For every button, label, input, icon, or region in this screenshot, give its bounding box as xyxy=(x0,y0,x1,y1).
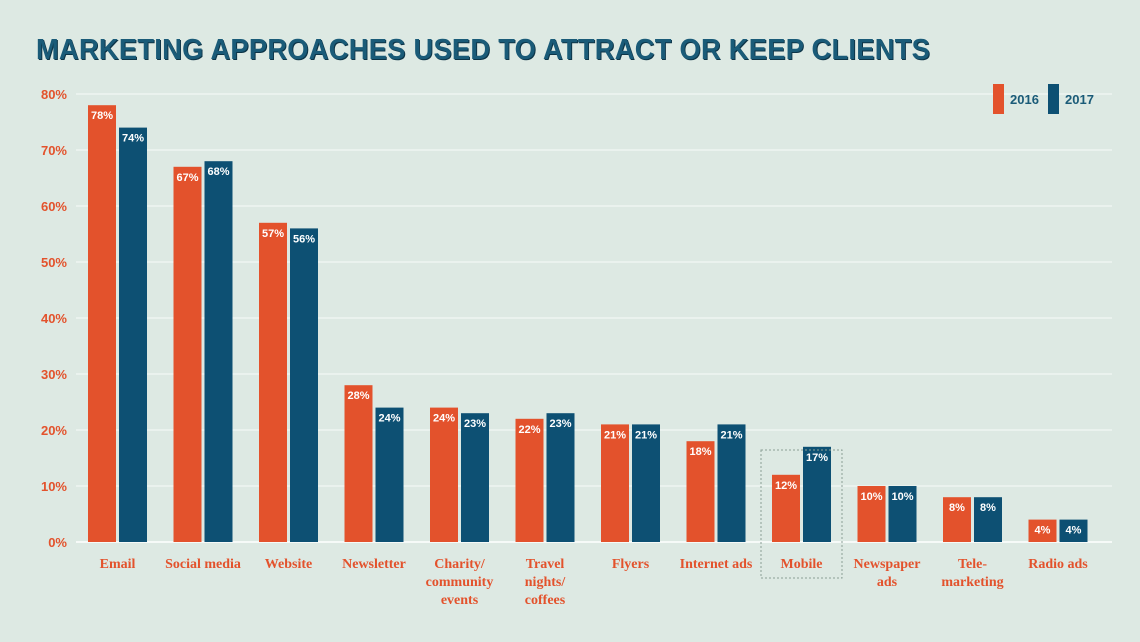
bar-2016-radio-ads xyxy=(1028,519,1057,542)
data-label: 17% xyxy=(806,452,828,464)
bar-2016-newspaper-ads xyxy=(857,486,886,542)
x-category-label: Internet ads xyxy=(680,557,753,572)
bar-2016-website xyxy=(259,222,287,543)
data-label: 57% xyxy=(262,228,284,240)
x-category-label: nights/ xyxy=(525,575,567,590)
data-label: 21% xyxy=(635,429,657,441)
y-tick-label: 20% xyxy=(41,423,67,438)
data-label: 21% xyxy=(604,429,626,441)
x-category-label: Radio ads xyxy=(1028,557,1088,572)
x-category-label: Newsletter xyxy=(342,557,406,572)
legend-swatch-2016 xyxy=(993,84,1004,114)
x-category-label: community xyxy=(426,575,494,590)
data-label: 23% xyxy=(549,418,571,430)
data-label: 67% xyxy=(176,172,198,184)
data-label: 10% xyxy=(891,491,913,503)
x-category-label: Charity/ xyxy=(434,557,486,572)
x-axis-categories: Email Social media Website Newsletter Charit… xyxy=(100,449,1088,608)
y-tick-label: 80% xyxy=(41,87,67,102)
legend-label-2017: 2017 xyxy=(1065,92,1094,107)
data-label: 22% xyxy=(518,424,540,436)
data-label: 78% xyxy=(91,110,113,122)
x-category-label: events xyxy=(441,593,479,608)
bar-2017-social-media xyxy=(204,161,233,542)
x-category-label: Newspaper xyxy=(854,557,921,572)
x-category-label: Website xyxy=(265,557,312,572)
highlight-box xyxy=(760,449,843,579)
data-label: 8% xyxy=(980,502,996,514)
legend: 2016 2017 xyxy=(993,84,1094,114)
bar-2017-website xyxy=(290,228,318,542)
y-tick-label: 10% xyxy=(41,479,67,494)
bar-2016-social-media xyxy=(173,166,202,543)
data-label: 10% xyxy=(860,491,882,503)
y-tick-label: 0% xyxy=(48,535,67,550)
data-label: 23% xyxy=(464,418,486,430)
bar-2016-newsletter xyxy=(344,385,373,542)
gridlines xyxy=(76,93,1112,543)
data-label: 28% xyxy=(347,390,369,402)
bar-2017-flyers xyxy=(632,424,660,542)
y-axis-ticks: 0% 10% 20% 30% 40% 50% 60% 70% 80% xyxy=(41,87,67,550)
x-category-label: coffees xyxy=(525,593,566,608)
bar-2017-travel-nights-coffees xyxy=(546,413,575,542)
bar-2016-email xyxy=(88,105,116,542)
bar-2017-email xyxy=(119,127,147,542)
x-category-label: Social media xyxy=(165,557,241,572)
bar-2017-mobile xyxy=(803,446,831,542)
data-label: 68% xyxy=(207,166,229,178)
bar-2017-newspaper-ads xyxy=(888,486,917,542)
chart-title: MARKETING APPROACHES USED TO ATTRACT OR … xyxy=(36,34,931,66)
bar-2016-mobile xyxy=(772,474,800,542)
x-category-label: Tele- xyxy=(958,557,987,572)
bar-2017-tele-marketing xyxy=(974,497,1002,542)
x-category-label: Travel xyxy=(526,557,565,572)
data-label: 12% xyxy=(775,480,797,492)
data-label: 4% xyxy=(1066,525,1082,537)
bar-2017-newsletter xyxy=(375,407,404,542)
y-tick-label: 30% xyxy=(41,367,67,382)
bar-2016-flyers xyxy=(601,424,629,542)
bar-2016-internet-ads xyxy=(686,441,715,542)
y-tick-label: 50% xyxy=(41,255,67,270)
y-tick-label: 40% xyxy=(41,311,67,326)
x-category-label: Flyers xyxy=(612,557,650,572)
y-tick-label: 60% xyxy=(41,199,67,214)
x-category-label: marketing xyxy=(941,575,1003,590)
x-category-label: ads xyxy=(877,575,898,590)
bar-2017-charity-community-events xyxy=(461,413,489,542)
data-label: 24% xyxy=(433,413,455,425)
data-label: 56% xyxy=(293,233,315,245)
bar-2017-radio-ads xyxy=(1059,519,1088,542)
y-tick-label: 70% xyxy=(41,143,67,158)
x-category-label: Mobile xyxy=(781,557,823,572)
data-label: 21% xyxy=(720,429,742,441)
data-label: 18% xyxy=(689,446,711,458)
bar-2017-internet-ads xyxy=(717,424,746,542)
data-labels: 78% 74% 67% 68% 57% 56% 28% 24% 24% 23% 22% 23% 21% 2… xyxy=(91,110,1082,536)
data-label: 4% xyxy=(1035,525,1051,537)
data-label: 24% xyxy=(378,413,400,425)
legend-label-2016: 2016 xyxy=(1010,92,1039,107)
bars xyxy=(88,105,1088,543)
bar-2016-charity-community-events xyxy=(430,407,458,542)
data-label: 74% xyxy=(122,133,144,145)
x-category-label: Email xyxy=(100,557,136,572)
legend-swatch-2017 xyxy=(1048,84,1059,114)
data-label: 8% xyxy=(949,502,965,514)
bar-2016-travel-nights-coffees xyxy=(515,418,544,542)
bar-2016-tele-marketing xyxy=(943,497,971,542)
